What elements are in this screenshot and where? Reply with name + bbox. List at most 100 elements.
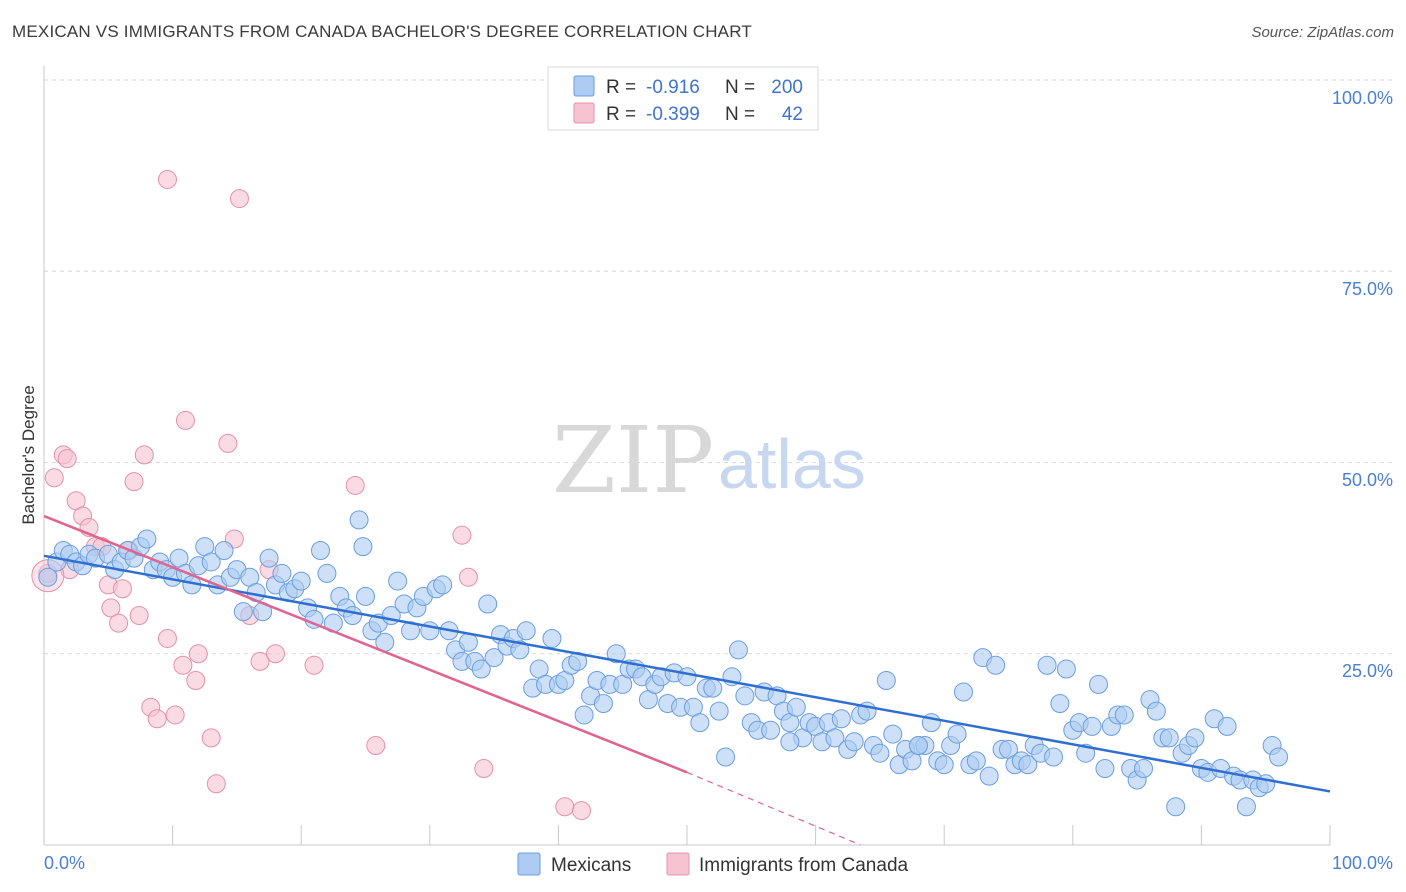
y-axis-label: Bachelor's Degree <box>19 385 38 524</box>
mexicans-point <box>986 655 1006 675</box>
watermark-zip: ZIP <box>552 407 714 514</box>
mexicans-point <box>690 713 710 733</box>
legend-n-value-2: 42 <box>782 104 803 125</box>
mexicans-point <box>478 594 498 614</box>
canada-point <box>165 705 185 725</box>
legend-r-label-1: R = <box>606 77 636 98</box>
mexicans-point <box>510 640 530 660</box>
mexicans-point <box>310 540 330 560</box>
mexicans-point <box>831 709 851 729</box>
mexicans-trend-line <box>43 554 1331 793</box>
mexicans-point <box>1056 659 1076 679</box>
mexicans-point <box>388 571 408 591</box>
mexicans-point <box>883 724 903 744</box>
trend-lines <box>43 514 1331 846</box>
mexicans-point <box>356 586 375 606</box>
y-tick-75: 75.0% <box>1342 279 1393 299</box>
legend-swatch-mexicans <box>573 75 595 97</box>
mexicans-point <box>233 602 253 622</box>
canada-points <box>31 169 592 821</box>
canada-point <box>458 567 478 587</box>
canada-point <box>112 579 132 599</box>
mexicans-point <box>1159 728 1179 748</box>
mexicans-point <box>259 548 279 568</box>
mexicans-point <box>484 648 504 668</box>
bottom-legend-mexicans: Mexicans <box>551 855 631 876</box>
x-tick-100: 100.0% <box>1332 853 1393 873</box>
mexicans-point <box>542 628 562 648</box>
mexicans-point <box>947 724 967 744</box>
mexicans-points <box>38 510 1289 817</box>
canada-point <box>134 445 154 465</box>
legend-r-label-2: R = <box>606 104 636 125</box>
canada-point <box>304 655 324 675</box>
chart-title: MEXICAN VS IMMIGRANTS FROM CANADA BACHEL… <box>12 22 752 41</box>
mexicans-point <box>677 667 697 687</box>
legend-n-label-1: N = <box>725 77 755 98</box>
canada-point <box>555 797 575 817</box>
canada-point <box>186 671 206 691</box>
mexicans-point <box>1089 674 1109 694</box>
legend-swatch-canada <box>573 102 595 124</box>
canada-point <box>57 449 77 469</box>
mexicans-point <box>574 705 594 725</box>
mexicans-point <box>728 640 748 660</box>
mexicans-point <box>317 563 337 583</box>
watermark-atlas: atlas <box>718 425 866 503</box>
canada-point <box>124 472 144 492</box>
mexicans-point <box>201 552 221 572</box>
mexicans-point <box>593 693 613 713</box>
mexicans-point <box>353 537 373 557</box>
mexicans-point <box>703 678 723 698</box>
mexicans-point <box>471 659 491 679</box>
canada-trend-line-extension <box>686 771 861 846</box>
canada-point <box>147 709 167 729</box>
mexicans-point <box>516 621 536 641</box>
mexicans-point <box>1236 797 1256 817</box>
mexicans-point <box>934 755 954 775</box>
canada-point <box>265 644 285 664</box>
canada-point <box>157 169 177 189</box>
canada-point <box>157 628 177 648</box>
mexicans-point <box>761 720 781 740</box>
mexicans-point <box>606 644 626 664</box>
mexicans-point <box>844 732 864 752</box>
mexicans-point <box>1146 701 1166 721</box>
mexicans-point <box>1018 755 1038 775</box>
canada-point <box>572 801 592 821</box>
mexicans-point <box>908 736 928 756</box>
mexicans-point <box>1037 655 1057 675</box>
canada-point <box>345 475 365 495</box>
canada-point <box>175 410 195 430</box>
grid <box>44 79 1394 655</box>
canada-point <box>452 525 472 545</box>
mexicans-point <box>870 743 890 763</box>
canada-point <box>109 613 129 633</box>
mexicans-point <box>1269 747 1289 767</box>
mexicans-point <box>979 766 999 786</box>
y-tick-100: 100.0% <box>1332 88 1393 108</box>
mexicans-point <box>343 606 363 625</box>
mexicans-point <box>825 728 845 748</box>
mexicans-point <box>272 563 292 583</box>
mexicans-point <box>786 697 806 717</box>
legend-r-value-1: -0.916 <box>646 77 700 98</box>
canada-point <box>474 759 494 778</box>
bottom-legend: Mexicans Immigrants from Canada <box>517 852 909 876</box>
canada-point <box>201 728 221 748</box>
mexicans-point <box>38 567 58 587</box>
mexicans-point <box>966 751 986 771</box>
mexicans-point <box>953 682 973 702</box>
legend-n-label-2: N = <box>725 104 755 125</box>
mexicans-point <box>876 671 896 691</box>
y-tick-25: 25.0% <box>1342 661 1393 681</box>
mexicans-point <box>1217 716 1237 736</box>
canada-point <box>44 468 64 488</box>
mexicans-point <box>291 571 311 591</box>
canada-point <box>173 655 193 675</box>
canada-point <box>218 433 238 453</box>
source-label: Source: ZipAtlas.com <box>1251 24 1394 41</box>
mexicans-point <box>709 701 729 721</box>
mexicans-point <box>1095 759 1115 778</box>
